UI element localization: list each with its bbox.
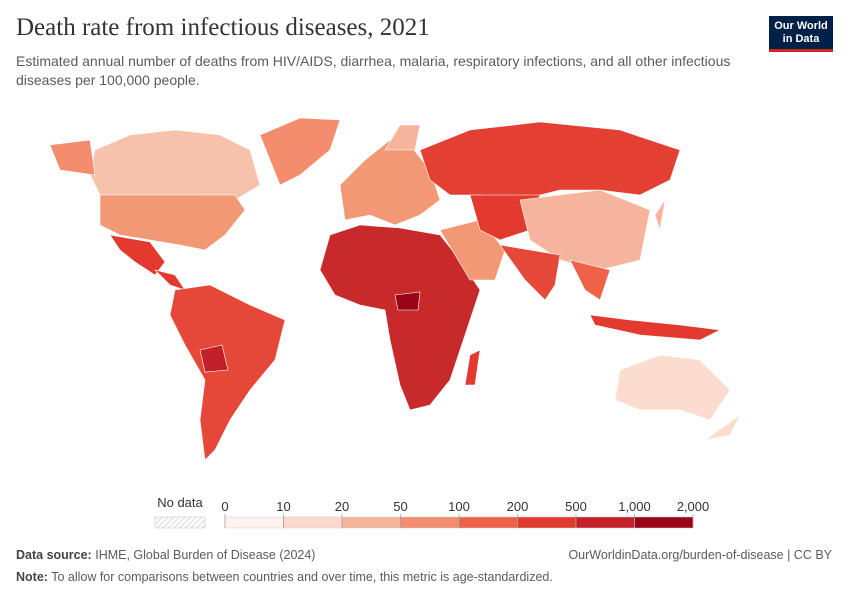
legend-swatch: [634, 516, 694, 529]
region: [419, 121, 681, 201]
legend-swatch: [517, 516, 577, 529]
region: [89, 129, 261, 201]
legend-tick-label: 50: [393, 499, 407, 514]
legend-tick-label: 20: [335, 499, 349, 514]
region: [199, 344, 229, 373]
legend-tick-label: 1,000: [618, 499, 651, 514]
region: [614, 354, 731, 421]
title: Death rate from infectious diseases, 202…: [16, 14, 430, 41]
note-text: To allow for comparisons between countri…: [51, 570, 553, 584]
countries: [49, 117, 741, 461]
legend-swatch: [575, 516, 635, 529]
region: [169, 284, 286, 461]
region: [499, 244, 561, 301]
region: [704, 414, 741, 441]
legend-swatch: [341, 516, 401, 529]
source-text: IHME, Global Burden of Disease (2024): [95, 548, 316, 562]
region: [519, 189, 651, 271]
no-data-swatch: [154, 516, 206, 529]
legend-label: No data: [157, 495, 203, 510]
legend-swatch: [458, 516, 518, 529]
logo-line: in Data: [782, 33, 820, 45]
legend-tick-label: 100: [448, 499, 470, 514]
source: Data source: IHME, Global Burden of Dise…: [16, 548, 315, 562]
region: [394, 291, 421, 311]
legend-tick-label: 200: [507, 499, 529, 514]
note: Note: To allow for comparisons between c…: [16, 570, 553, 584]
legend-tick-label: 2,000: [677, 499, 710, 514]
logo-line: Our World: [774, 20, 828, 32]
region: [569, 259, 611, 301]
region: [339, 139, 441, 226]
legend-tick-label: 500: [565, 499, 587, 514]
legend-tick-label: 0: [221, 499, 228, 514]
region: [319, 224, 481, 411]
region: [154, 269, 186, 291]
region: [99, 194, 246, 251]
url[interactable]: OurWorldinData.org/burden-of-disease | C…: [568, 548, 832, 562]
legend: No data 0 10 20 50 100 200 500 1,000 2,000: [154, 495, 710, 529]
legend-tick-label: 10: [276, 499, 290, 514]
region: [654, 199, 666, 231]
legend-swatch: [283, 516, 343, 529]
region: [109, 234, 166, 276]
region: [464, 349, 481, 386]
subtitle: Estimated annual number of deaths from H…: [16, 53, 731, 88]
note-label: Note:: [16, 570, 48, 584]
map: No data 0 10 20 50 100 200 500 1,000 2,000: [49, 117, 741, 529]
source-label: Data source:: [16, 548, 92, 562]
region: [589, 314, 722, 341]
region: [384, 124, 421, 151]
legend-swatch: [224, 516, 284, 529]
logo[interactable]: Our World in Data: [769, 16, 833, 52]
region: [259, 117, 341, 186]
legend-swatch: [400, 516, 460, 529]
region: [49, 139, 96, 176]
